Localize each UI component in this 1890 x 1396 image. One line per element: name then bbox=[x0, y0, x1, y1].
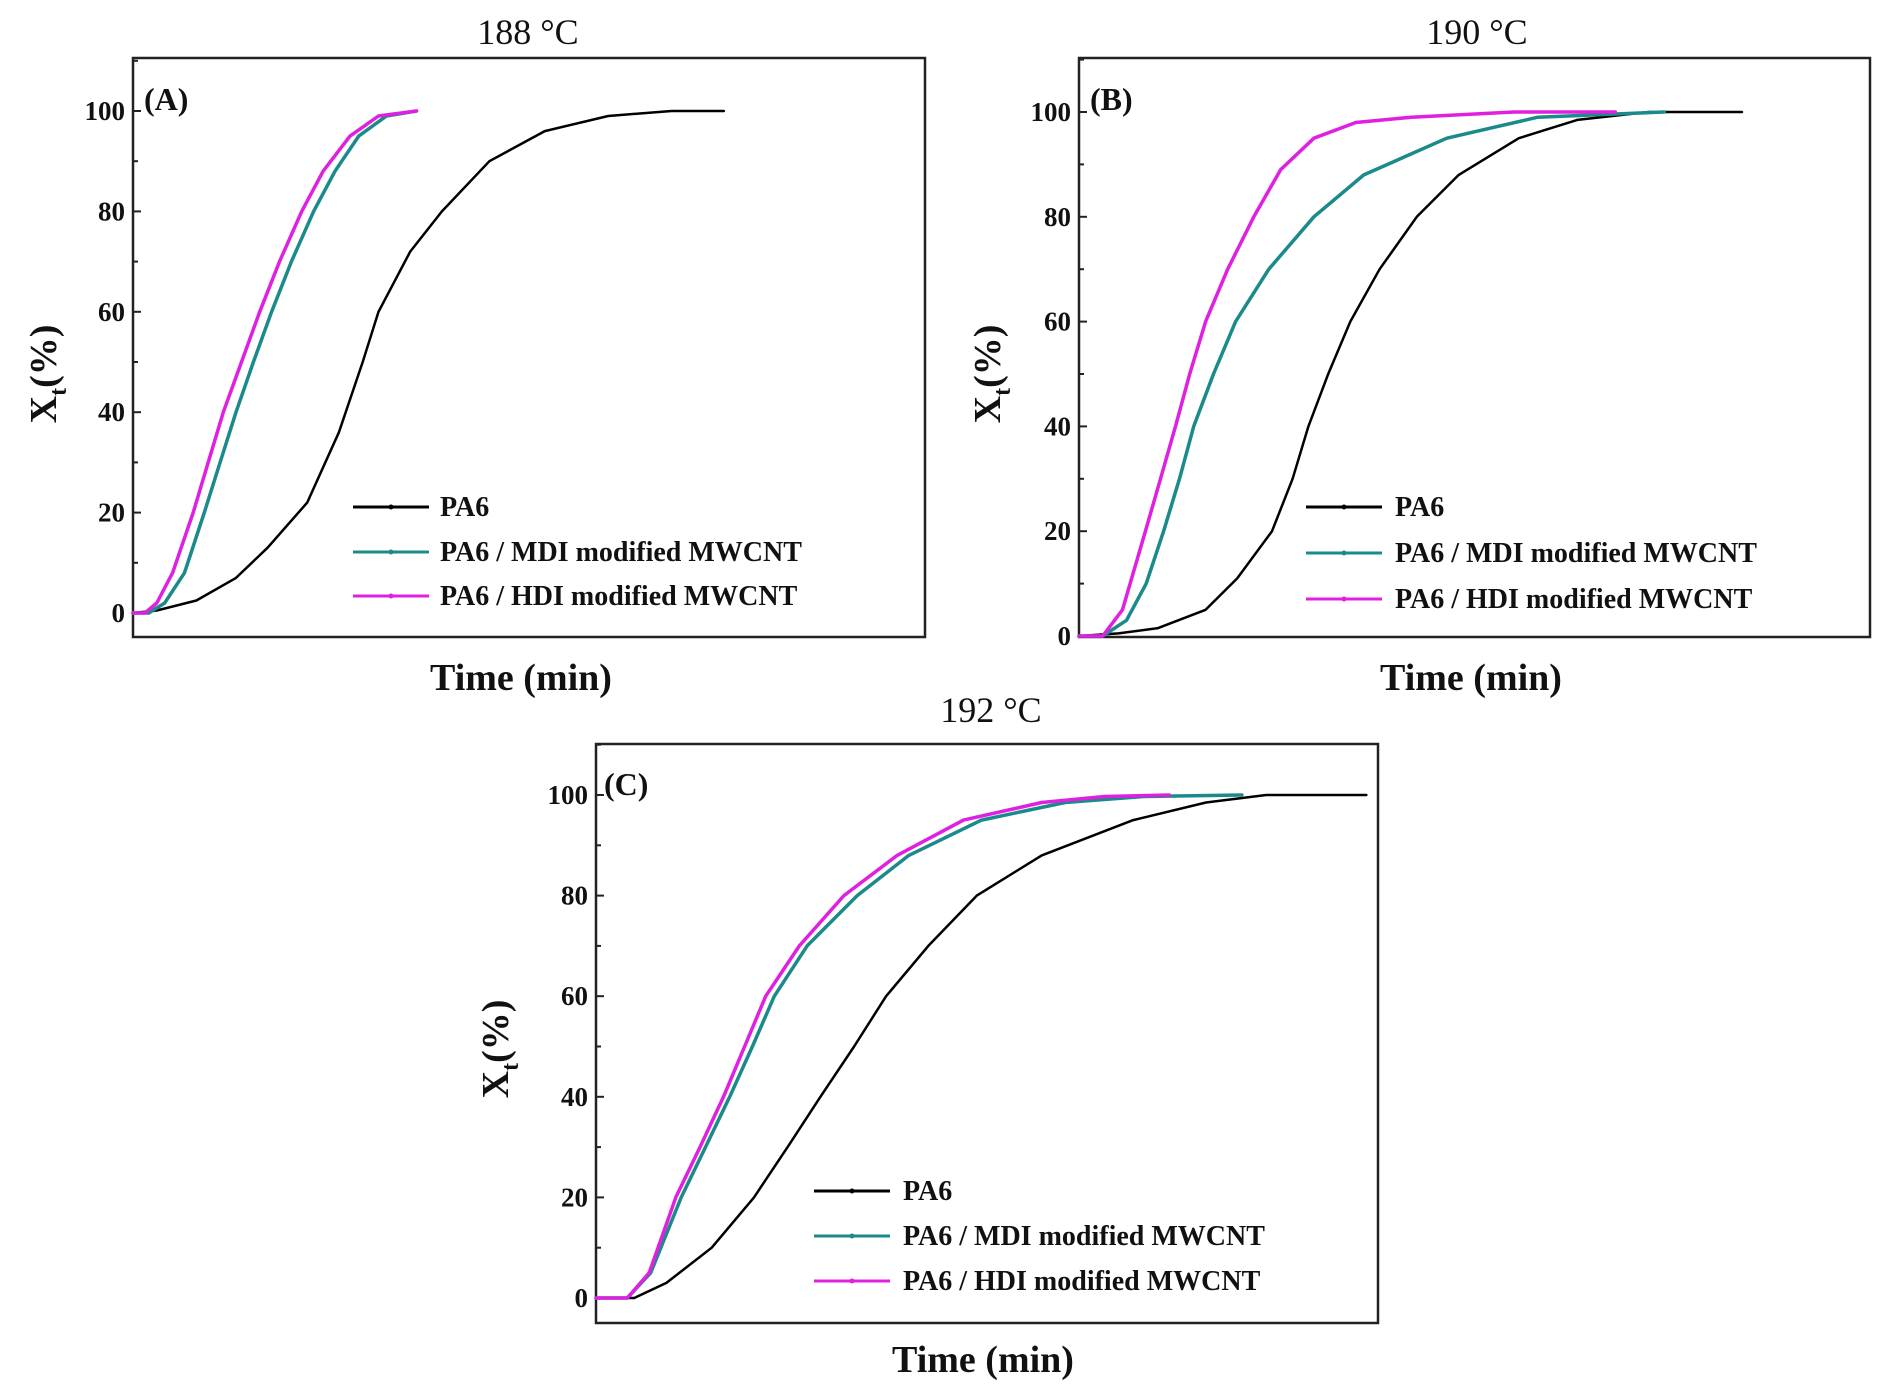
plot-frame bbox=[131, 56, 927, 639]
panel-a: 188 °C (A) Time (min) Xt(%) 0 20 40 60 80 100… bbox=[23, 12, 927, 699]
plot-frame bbox=[594, 742, 1380, 1325]
legend-label: PA6 / MDI modified MWCNT bbox=[903, 1221, 1265, 1252]
x-axis-label: Time (min) bbox=[1380, 657, 1562, 699]
legend-marker bbox=[849, 1233, 855, 1239]
y-tick-label: 40 bbox=[1044, 411, 1071, 441]
y-tick-label: 100 bbox=[1031, 97, 1072, 127]
panel-label: (A) bbox=[144, 81, 188, 117]
y-tick-label: 60 bbox=[1044, 307, 1071, 337]
legend-label: PA6 / HDI modified MWCNT bbox=[440, 581, 798, 612]
series-line-pa6-hdi-modified-mwcnt bbox=[594, 793, 1171, 1300]
y-tick-label: 20 bbox=[561, 1182, 588, 1212]
x-axis-label: Time (min) bbox=[892, 1339, 1074, 1381]
y-axis-label: Xt(%) bbox=[23, 325, 72, 424]
y-axis-label: Xt(%) bbox=[475, 1000, 524, 1099]
legend-label: PA6 / MDI modified MWCNT bbox=[440, 537, 802, 568]
y-tick-label: 60 bbox=[561, 981, 588, 1011]
panel-label: (B) bbox=[1090, 81, 1133, 117]
legend-marker bbox=[849, 1188, 855, 1194]
y-tick-label: 60 bbox=[98, 297, 125, 327]
legend-label: PA6 bbox=[1395, 492, 1444, 523]
y-tick-label: 80 bbox=[561, 881, 588, 911]
series-line-pa6-mdi-modified-mwcnt bbox=[131, 109, 419, 615]
y-tick-label: 80 bbox=[98, 196, 125, 226]
y-tick-label: 0 bbox=[1058, 621, 1072, 651]
y-tick-label: 40 bbox=[561, 1082, 588, 1112]
legend-label: PA6 bbox=[440, 492, 489, 523]
y-axis-label: Xt(%) bbox=[967, 325, 1016, 424]
legend-label: PA6 / MDI modified MWCNT bbox=[1395, 538, 1757, 569]
series-line-pa6 bbox=[1077, 110, 1744, 638]
y-tick-label: 40 bbox=[98, 397, 125, 427]
legend-marker bbox=[388, 593, 394, 599]
y-tick-label: 0 bbox=[112, 598, 126, 628]
legend-marker bbox=[849, 1278, 855, 1284]
series-line-pa6 bbox=[131, 109, 726, 615]
panel-label: (C) bbox=[604, 766, 648, 802]
panel-b: 190 °C (B) Time (min) Xt(%) 0 20 40 60 80 100… bbox=[967, 12, 1872, 699]
series-line-pa6 bbox=[594, 793, 1368, 1300]
legend-marker bbox=[388, 549, 394, 555]
series-line-pa6-mdi-modified-mwcnt bbox=[1077, 110, 1667, 638]
y-tick-label: 100 bbox=[548, 780, 589, 810]
plot-frame bbox=[1077, 56, 1872, 639]
series-line-pa6-mdi-modified-mwcnt bbox=[594, 793, 1244, 1300]
panel-title: 192 °C bbox=[940, 690, 1041, 730]
legend-label: PA6 / HDI modified MWCNT bbox=[1395, 584, 1753, 615]
y-tick-label: 80 bbox=[1044, 202, 1071, 232]
legend-label: PA6 bbox=[903, 1176, 952, 1207]
panel-c: 192 °C (C) Time (min) Xt(%) 0 20 40 60 80 100… bbox=[475, 690, 1380, 1381]
panel-title: 188 °C bbox=[477, 12, 578, 52]
legend-marker bbox=[1341, 596, 1347, 602]
legend-marker bbox=[388, 504, 394, 510]
legend-marker bbox=[1341, 504, 1347, 510]
y-tick-label: 0 bbox=[575, 1283, 589, 1313]
legend-marker bbox=[1341, 550, 1347, 556]
series-line-pa6-hdi-modified-mwcnt bbox=[131, 109, 419, 615]
y-tick-label: 100 bbox=[85, 96, 126, 126]
y-tick-label: 20 bbox=[1044, 516, 1071, 546]
series-line-pa6-hdi-modified-mwcnt bbox=[1077, 110, 1618, 638]
y-tick-label: 20 bbox=[98, 498, 125, 528]
legend-label: PA6 / HDI modified MWCNT bbox=[903, 1266, 1261, 1297]
panel-title: 190 °C bbox=[1426, 12, 1527, 52]
x-axis-label: Time (min) bbox=[430, 657, 612, 699]
